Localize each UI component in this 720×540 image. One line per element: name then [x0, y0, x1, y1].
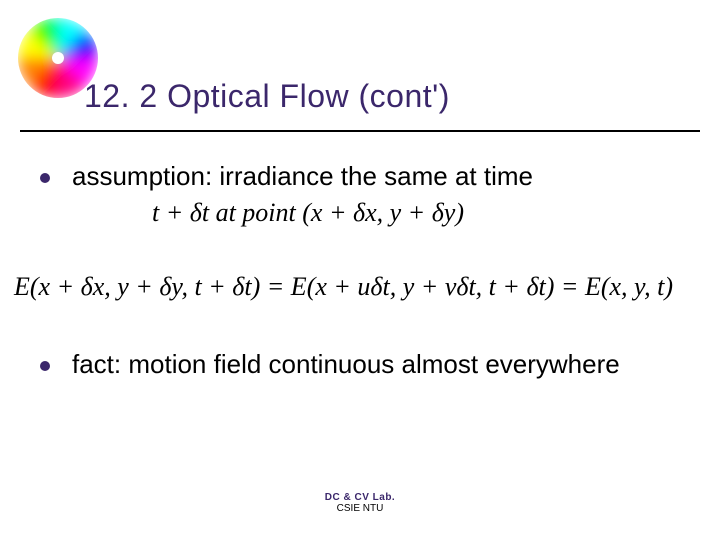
- bullet-1-text: assumption: irradiance the same at time: [72, 160, 533, 193]
- footer-lab: DC & CV Lab.: [0, 492, 720, 503]
- bullet-2-text: fact: motion field continuous almost eve…: [72, 348, 620, 381]
- bullet-dot-icon: [40, 361, 50, 371]
- footer-dept: CSIE NTU: [0, 503, 720, 514]
- bullet-2: fact: motion field continuous almost eve…: [40, 348, 620, 381]
- footer: DC & CV Lab. CSIE NTU: [0, 492, 720, 514]
- bullet-dot-icon: [40, 173, 50, 183]
- title-rule: [20, 130, 700, 132]
- math-line-2: E(x + δx, y + δy, t + δt) = E(x + uδt, y…: [14, 272, 673, 302]
- slide: 12. 2 Optical Flow (cont') assumption: i…: [0, 0, 720, 540]
- slide-title: 12. 2 Optical Flow (cont'): [84, 78, 450, 115]
- math-line-1: t + δt at point (x + δx, y + δy): [152, 198, 464, 228]
- bullet-1: assumption: irradiance the same at time: [40, 160, 533, 193]
